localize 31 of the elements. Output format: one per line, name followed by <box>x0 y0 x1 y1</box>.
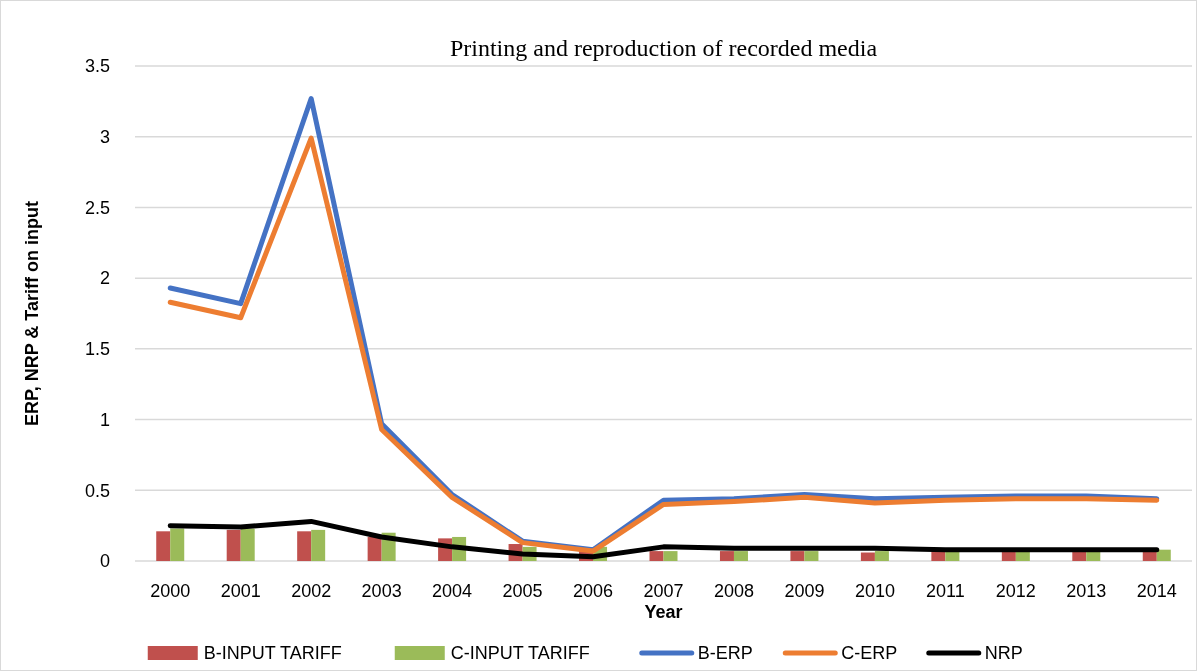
legend-label: C-INPUT TARIFF <box>450 643 590 664</box>
x-axis-title: Year <box>644 602 683 622</box>
x-tick-label: 2012 <box>995 581 1036 601</box>
y-tick-label: 2.5 <box>84 197 110 218</box>
x-tick-label: 2007 <box>643 581 684 601</box>
x-tick-label: 2001 <box>220 581 261 601</box>
x-tick-label: 2008 <box>713 581 754 601</box>
y-tick-label: 0.5 <box>84 480 110 501</box>
legend-label: NRP <box>984 643 1023 664</box>
x-tick-label: 2004 <box>432 581 473 601</box>
y-tick-label: 3.5 <box>84 56 110 77</box>
x-tick-label: 2006 <box>573 581 614 601</box>
legend-label: B-ERP <box>697 643 753 664</box>
x-tick-label: 2013 <box>1066 581 1107 601</box>
x-tick-label: 2014 <box>1136 581 1177 601</box>
y-tick-label: 2 <box>99 268 110 289</box>
x-tick-label: 2000 <box>150 581 191 601</box>
x-tick-label: 2002 <box>291 581 332 601</box>
x-tick-label: 2010 <box>854 581 895 601</box>
y-tick-label: 1 <box>99 409 110 430</box>
y-tick-label: 0 <box>99 551 110 572</box>
legend-label: B-INPUT TARIFF <box>203 643 342 664</box>
x-tick-label: 2011 <box>926 581 965 601</box>
x-tick-label: 2009 <box>784 581 825 601</box>
legend-label: C-ERP <box>841 643 898 664</box>
y-tick-label: 3 <box>99 127 110 148</box>
x-tick-label: 2003 <box>361 581 402 601</box>
y-axis-title: ERP, NRP & Tariff on input <box>22 200 42 427</box>
chart-title: Printing and reproduction of recorded media <box>449 35 878 61</box>
y-tick-label: 1.5 <box>84 339 110 360</box>
x-tick-label: 2005 <box>502 581 543 601</box>
